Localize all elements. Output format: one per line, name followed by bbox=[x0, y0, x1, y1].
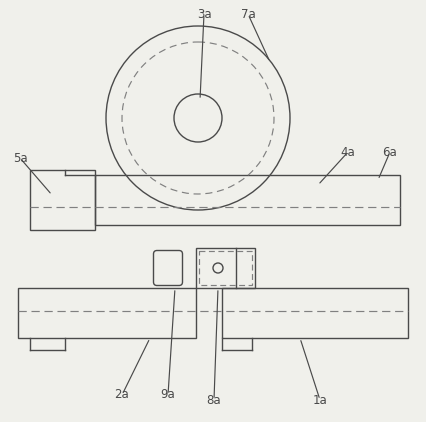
Bar bbox=[196, 248, 254, 288]
Bar bbox=[222, 288, 407, 338]
Text: 7a: 7a bbox=[240, 8, 255, 21]
Bar bbox=[18, 288, 196, 338]
Bar bbox=[199, 251, 251, 285]
Bar bbox=[95, 175, 399, 225]
Text: 8a: 8a bbox=[206, 393, 221, 406]
Bar bbox=[30, 170, 95, 230]
Text: 6a: 6a bbox=[382, 146, 397, 159]
Text: 2a: 2a bbox=[114, 389, 129, 401]
Text: 9a: 9a bbox=[160, 389, 175, 401]
Text: 4a: 4a bbox=[340, 146, 354, 159]
Text: 5a: 5a bbox=[13, 151, 27, 165]
Text: 1a: 1a bbox=[312, 393, 327, 406]
Text: 3a: 3a bbox=[196, 8, 211, 21]
